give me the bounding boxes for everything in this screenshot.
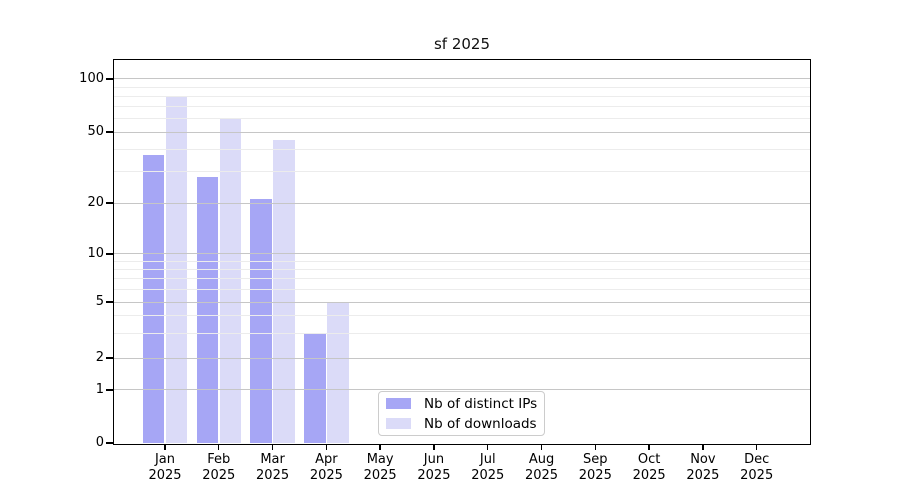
x-tick-mark bbox=[540, 444, 543, 450]
legend: Nb of distinct IPs Nb of downloads bbox=[378, 391, 545, 436]
x-tick-label: Sep 2025 bbox=[578, 452, 612, 483]
legend-row: Nb of distinct IPs bbox=[385, 396, 538, 412]
bar-nb-of-downloads bbox=[273, 140, 295, 443]
x-tick-mark bbox=[433, 444, 435, 450]
bar-nb-of-downloads bbox=[219, 118, 242, 443]
x-tick-mark bbox=[164, 444, 166, 450]
major-gridline bbox=[114, 357, 810, 359]
x-tick-mark bbox=[271, 444, 274, 450]
major-gridline bbox=[114, 202, 810, 204]
chart-title: sf 2025 bbox=[433, 35, 491, 53]
y-tick-label: 2 bbox=[95, 350, 104, 365]
minor-gridline bbox=[114, 171, 810, 173]
x-tick-mark bbox=[325, 444, 328, 450]
plot-area bbox=[114, 60, 810, 443]
minor-gridline bbox=[114, 332, 810, 334]
minor-gridline bbox=[114, 278, 810, 280]
y-tick-label: 5 bbox=[95, 294, 104, 310]
y-tick-mark bbox=[106, 301, 113, 303]
y-tick-mark bbox=[106, 357, 113, 359]
legend-row: Nb of downloads bbox=[385, 416, 538, 432]
x-tick-label: Feb 2025 bbox=[202, 452, 236, 483]
x-tick-label: Aug 2025 bbox=[524, 452, 559, 483]
y-tick-mark bbox=[106, 78, 113, 80]
bar-nb-of-distinct-ips bbox=[196, 176, 219, 443]
minor-gridline bbox=[114, 148, 810, 150]
legend-swatch-downloads bbox=[386, 418, 411, 429]
minor-gridline bbox=[114, 288, 810, 290]
x-tick-mark bbox=[379, 444, 381, 450]
x-tick-mark bbox=[648, 444, 650, 450]
x-tick-label: Oct 2025 bbox=[632, 452, 666, 483]
y-tick-label: 50 bbox=[87, 124, 104, 139]
minor-gridline bbox=[114, 86, 810, 88]
minor-gridline bbox=[114, 95, 810, 97]
y-tick-label: 10 bbox=[87, 245, 104, 261]
minor-gridline bbox=[114, 105, 810, 107]
minor-gridline bbox=[114, 268, 810, 270]
major-gridline bbox=[114, 253, 810, 255]
legend-label-downloads: Nb of downloads bbox=[424, 415, 537, 432]
y-tick-mark bbox=[106, 131, 113, 133]
y-tick-mark bbox=[106, 202, 113, 204]
bar-nb-of-distinct-ips bbox=[304, 333, 326, 443]
bar-nb-of-distinct-ips bbox=[250, 199, 272, 443]
y-tick-mark bbox=[106, 389, 113, 391]
minor-gridline bbox=[114, 117, 810, 119]
x-tick-mark bbox=[487, 444, 489, 450]
y-tick-label: 20 bbox=[87, 195, 104, 210]
x-tick-label: May 2025 bbox=[363, 452, 397, 483]
y-tick-mark bbox=[106, 442, 113, 444]
x-tick-label: Nov 2025 bbox=[686, 452, 720, 483]
minor-gridline bbox=[114, 260, 810, 262]
x-tick-mark bbox=[702, 444, 704, 450]
minor-gridline bbox=[114, 315, 810, 317]
bar-nb-of-downloads bbox=[327, 302, 349, 443]
x-tick-mark bbox=[218, 444, 220, 450]
x-tick-label: Apr 2025 bbox=[309, 452, 343, 483]
x-tick-mark bbox=[594, 444, 596, 450]
x-tick-label: Jun 2025 bbox=[417, 452, 451, 483]
major-gridline bbox=[114, 301, 810, 303]
major-gridline bbox=[114, 131, 810, 133]
y-tick-mark bbox=[106, 253, 113, 255]
bar-nb-of-distinct-ips bbox=[142, 155, 165, 443]
major-gridline bbox=[114, 389, 810, 391]
major-gridline bbox=[114, 78, 810, 80]
legend-label-distinct-ips: Nb of distinct IPs bbox=[424, 395, 538, 412]
x-tick-label: Jul 2025 bbox=[471, 452, 505, 483]
x-tick-label: Jan 2025 bbox=[148, 452, 182, 483]
legend-swatch-distinct-ips bbox=[386, 398, 411, 409]
y-tick-label: 1 bbox=[95, 381, 104, 397]
x-tick-label: Mar 2025 bbox=[256, 452, 290, 483]
x-tick-label: Dec 2025 bbox=[740, 452, 774, 483]
y-tick-label: 100 bbox=[79, 70, 104, 86]
y-tick-label: 0 bbox=[95, 435, 104, 450]
x-tick-mark bbox=[755, 444, 758, 450]
